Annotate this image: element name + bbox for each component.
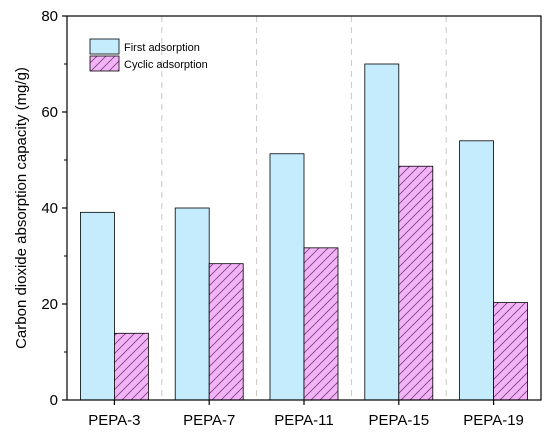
legend-label-cyclic-adsorption: Cyclic adsorption bbox=[124, 59, 208, 71]
y-axis-title: Carbon dioxide absorption capacity (mg/g… bbox=[13, 67, 30, 349]
x-tick-label-pepa-3: PEPA-3 bbox=[88, 412, 140, 429]
bar-first-adsorption-pepa-19 bbox=[459, 140, 495, 401]
legend-swatch-first-adsorption bbox=[89, 38, 120, 55]
x-tick-label-pepa-11: PEPA-11 bbox=[274, 412, 333, 429]
y-tick-label: 0 bbox=[50, 392, 58, 409]
legend-label-first-adsorption: First adsorption bbox=[124, 42, 200, 54]
x-tick-label-pepa-19: PEPA-19 bbox=[463, 412, 524, 429]
x-tick-label-pepa-15: PEPA-15 bbox=[369, 412, 430, 429]
y-tick-label: 60 bbox=[41, 104, 58, 121]
bar-cyclic-adsorption-pepa-3 bbox=[114, 332, 149, 401]
bar-first-adsorption-pepa-11 bbox=[269, 153, 305, 401]
bar-first-adsorption-pepa-15 bbox=[364, 63, 400, 401]
y-axis: 0 20 40 60 80 bbox=[41, 8, 67, 409]
bar-first-adsorption-pepa-3 bbox=[80, 211, 115, 401]
bar-cyclic-adsorption-pepa-7 bbox=[208, 263, 244, 401]
bars bbox=[80, 63, 529, 401]
bar-first-adsorption-pepa-7 bbox=[174, 207, 210, 401]
y-tick-label: 80 bbox=[41, 8, 58, 25]
bar-cyclic-adsorption-pepa-15 bbox=[398, 165, 434, 401]
x-tick-label-pepa-7: PEPA-7 bbox=[183, 412, 235, 429]
legend-swatch-cyclic-adsorption bbox=[89, 55, 120, 72]
bar-cyclic-adsorption-pepa-11 bbox=[303, 247, 339, 401]
y-tick-label: 40 bbox=[41, 200, 58, 217]
x-axis: PEPA-3 PEPA-7 PEPA-11 PEPA-15 PEPA-19 bbox=[88, 400, 524, 429]
category-separators bbox=[161, 16, 447, 400]
bar-cyclic-adsorption-pepa-19 bbox=[493, 302, 529, 401]
y-tick-label: 20 bbox=[41, 296, 58, 313]
legend: First adsorption Cyclic adsorption bbox=[89, 38, 208, 72]
